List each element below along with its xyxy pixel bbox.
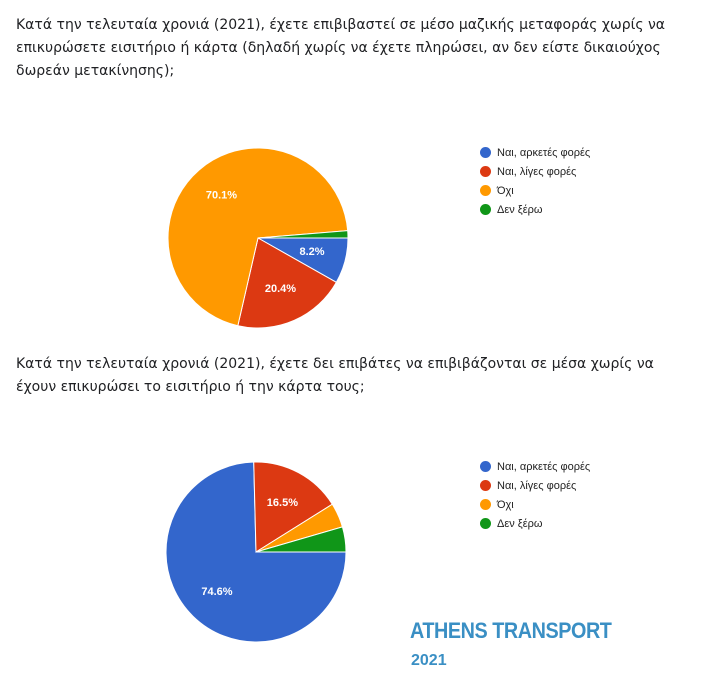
chart-1-title: Κατά την τελευταία χρονιά (2021), έχετε … <box>16 17 666 79</box>
chart-2-legend-item-3: Όχι <box>480 495 590 514</box>
chart-2-legend-item-1: Ναι, αρκετές φορές <box>480 457 590 476</box>
chart-1-pie: 8.2% 20.4% 70.1% <box>167 147 349 329</box>
chart-1-data-label-2: 20.4% <box>265 283 296 295</box>
legend-label: Ναι, λίγες φορές <box>497 479 577 492</box>
chart-1-slice-3 <box>167 147 349 327</box>
legend-label: Ναι, αρκετές φορές <box>497 146 591 159</box>
legend-swatch <box>480 518 491 529</box>
legend-label: Όχι <box>497 184 514 197</box>
chart-2-slice-2 <box>253 461 333 553</box>
chart-1-data-label-3: 70.1% <box>206 190 237 202</box>
legend-label: Όχι <box>497 498 514 511</box>
legend-swatch <box>480 166 491 177</box>
legend-label: Ναι, λίγες φορές <box>497 165 577 178</box>
legend-label: Ναι, αρκετές φορές <box>497 460 591 473</box>
chart-1-legend-item-4: Δεν ξέρω <box>480 200 590 219</box>
legend-swatch <box>480 147 491 158</box>
chart-2-legend-item-4: Δεν ξέρω <box>480 514 590 533</box>
chart-2-pie: 74.6% 16.5% <box>165 461 347 643</box>
chart-2-legend-item-2: Ναι, λίγες φορές <box>480 476 590 495</box>
legend-swatch <box>480 499 491 510</box>
brand-logo-text: ATHENS TRANSPORT <box>410 618 612 643</box>
chart-1-legend-item-1: Ναι, αρκετές φορές <box>480 143 590 162</box>
brand-year: 2021 <box>411 652 447 669</box>
legend-swatch <box>480 461 491 472</box>
chart-2-data-label-2: 16.5% <box>267 497 298 509</box>
legend-swatch <box>480 480 491 491</box>
chart-2-legend: Ναι, αρκετές φορές Ναι, λίγες φορές Όχι Δεν… <box>480 457 590 533</box>
chart-2-data-label-1: 74.6% <box>201 586 232 598</box>
chart-1-slice-4 <box>257 230 349 239</box>
legend-swatch <box>480 204 491 215</box>
chart-1-data-label-1: 8.2% <box>299 246 324 258</box>
legend-swatch <box>480 185 491 196</box>
chart-1-slice-2 <box>237 237 338 329</box>
chart-1-legend-item-3: Όχι <box>480 181 590 200</box>
legend-label: Δεν ξέρω <box>497 203 543 216</box>
chart-1-legend: Ναι, αρκετές φορές Ναι, λίγες φορές Όχι Δεν… <box>480 143 590 219</box>
chart-2-slice-4 <box>255 526 347 553</box>
chart-2-title: Κατά την τελευταία χρονιά (2021), έχετε … <box>16 356 654 395</box>
chart-1-legend-item-2: Ναι, λίγες φορές <box>480 162 590 181</box>
legend-label: Δεν ξέρω <box>497 517 543 530</box>
